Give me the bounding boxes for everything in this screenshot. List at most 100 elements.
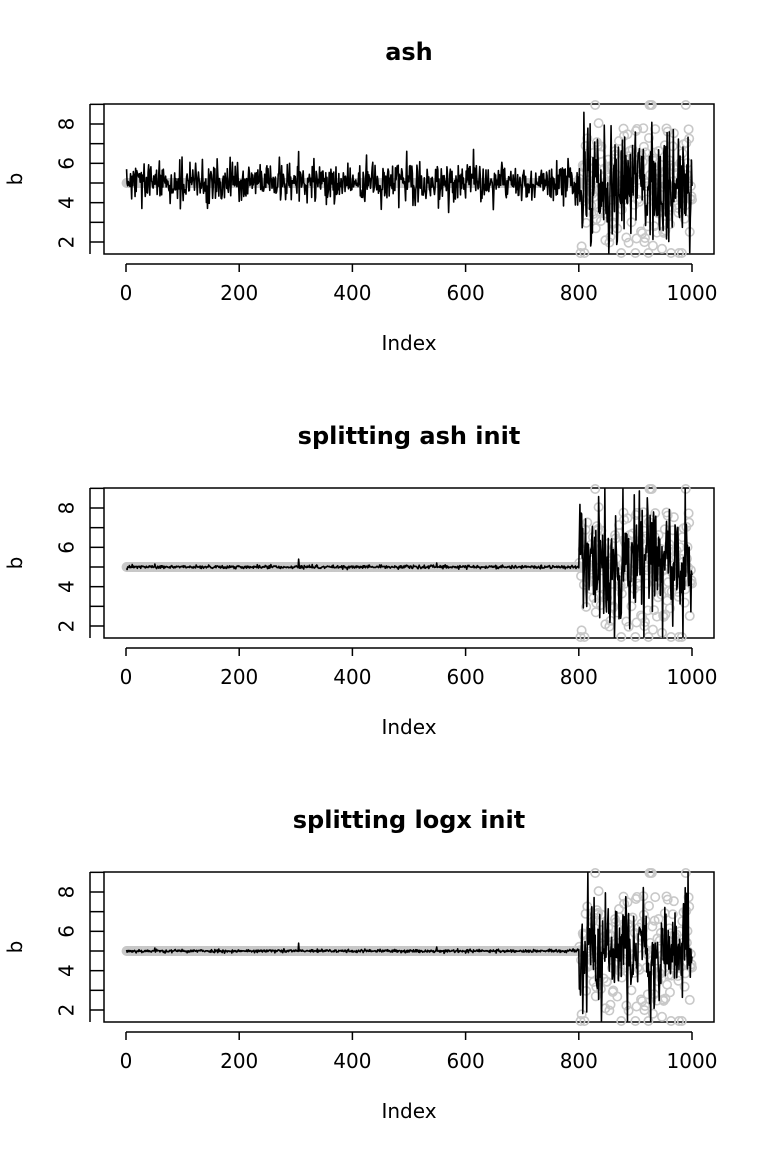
x-tick-label: 0 (120, 665, 133, 689)
data-point (673, 248, 684, 259)
data-point (647, 240, 658, 251)
data-point (684, 133, 695, 144)
data-point (586, 968, 597, 979)
data-point (616, 248, 627, 259)
data-point (656, 1011, 667, 1022)
y-tick-label: 8 (55, 502, 79, 515)
chart-title: splitting logx init (293, 806, 525, 834)
x-tick-label: 200 (220, 281, 258, 305)
data-point (640, 233, 651, 244)
data-point (621, 232, 632, 243)
y-tick-label: 4 (55, 580, 79, 593)
data-point (590, 100, 601, 111)
y-tick-label: 6 (55, 541, 79, 554)
data-point (642, 221, 653, 232)
chart-title: ash (385, 38, 433, 66)
data-point (638, 507, 649, 518)
x-tick-label: 800 (560, 281, 598, 305)
data-point (679, 597, 690, 608)
data-point (639, 237, 650, 248)
x-tick-label: 400 (333, 665, 371, 689)
x-tick-label: 200 (220, 665, 258, 689)
data-point (622, 129, 633, 140)
data-point (593, 886, 604, 897)
y-axis-label: b (3, 941, 27, 954)
y-axis: 2 4 6 8 (55, 871, 104, 1022)
plot-frame (103, 103, 715, 255)
y-tick-label: 8 (55, 118, 79, 131)
data-marks (121, 100, 697, 259)
x-axis-label: Index (381, 715, 436, 739)
data-point (683, 124, 694, 135)
y-tick-label: 4 (55, 196, 79, 209)
x-tick-label: 400 (333, 281, 371, 305)
y-tick-label: 6 (55, 925, 79, 938)
y-axis-label: b (3, 173, 27, 186)
x-tick-label: 1000 (667, 665, 718, 689)
chart-panel-ash: ash 0 200 400 600 800 1000 2 4 6 8 Index b (3, 38, 717, 355)
x-tick-label: 1000 (667, 281, 718, 305)
data-point (630, 631, 641, 642)
data-point (575, 248, 586, 259)
data-point (676, 248, 687, 259)
y-tick-label: 8 (55, 886, 79, 899)
x-axis: 0 200 400 600 800 1000 (120, 1031, 718, 1073)
data-point (684, 610, 695, 621)
data-marks (121, 867, 697, 1026)
data-point (627, 528, 638, 539)
data-point (590, 867, 601, 878)
x-tick-label: 0 (120, 1049, 133, 1073)
data-point (590, 483, 601, 494)
data-point (616, 631, 627, 642)
y-tick-label: 6 (55, 157, 79, 170)
x-tick-label: 200 (220, 1049, 258, 1073)
x-axis-label: Index (381, 1099, 436, 1123)
data-point (643, 900, 654, 911)
y-axis: 2 4 6 8 (55, 103, 104, 254)
data-point (595, 215, 606, 226)
data-point (626, 985, 637, 996)
x-tick-label: 800 (560, 665, 598, 689)
x-tick-label: 1000 (667, 1049, 718, 1073)
data-point (632, 123, 643, 134)
y-tick-label: 2 (55, 1004, 79, 1017)
data-point (605, 231, 616, 242)
data-point (637, 228, 648, 239)
data-point (623, 237, 634, 248)
data-point (579, 248, 590, 259)
data-point (684, 994, 695, 1005)
data-point (623, 621, 634, 632)
x-axis: 0 200 400 600 800 1000 (120, 647, 718, 689)
x-axis: 0 200 400 600 800 1000 (120, 263, 718, 305)
data-point (623, 1005, 634, 1016)
data-point (627, 912, 638, 923)
data-point (664, 987, 675, 998)
x-tick-label: 600 (447, 665, 485, 689)
data-point (630, 1015, 641, 1026)
data-point (616, 1015, 627, 1026)
data-point (643, 248, 654, 259)
data-marks (121, 483, 697, 642)
x-tick-label: 400 (333, 1049, 371, 1073)
y-axis-label: b (3, 557, 27, 570)
data-point (650, 892, 661, 903)
data-point (647, 624, 658, 635)
y-tick-label: 2 (55, 620, 79, 633)
series-line (125, 111, 693, 254)
x-axis-label: Index (381, 331, 436, 355)
chart-panel-splitting-logx-init: splitting logx init 0 200 400 600 800 1000 2 4… (3, 806, 717, 1123)
data-point (621, 1000, 632, 1011)
data-point (593, 118, 604, 129)
data-point (646, 100, 657, 111)
chart-title: splitting ash init (298, 422, 521, 450)
x-tick-label: 600 (447, 1049, 485, 1073)
data-point (638, 123, 649, 134)
data-point (588, 208, 599, 219)
x-tick-label: 0 (120, 281, 133, 305)
x-tick-label: 800 (560, 1049, 598, 1073)
data-point (680, 100, 691, 111)
chart-panel-splitting-ash-init: splitting ash init 0 200 400 600 800 1000 2 4 6… (3, 422, 717, 739)
data-point (656, 243, 667, 254)
x-tick-label: 600 (447, 281, 485, 305)
